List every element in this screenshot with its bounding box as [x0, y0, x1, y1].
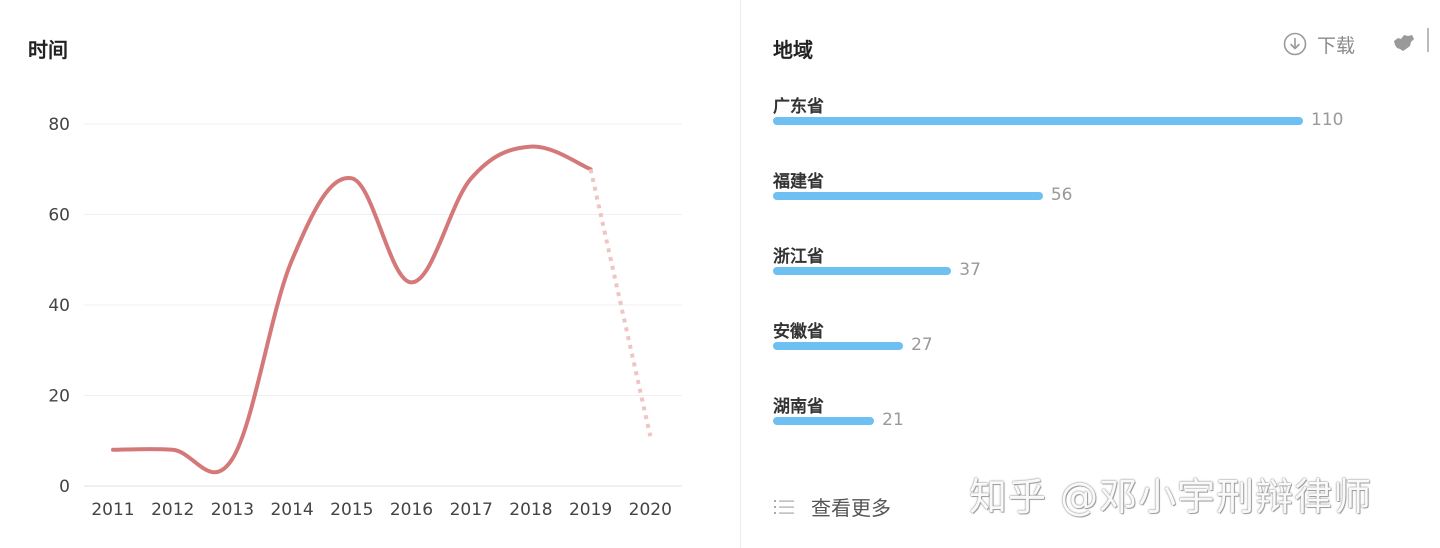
x-tick-label: 2013	[211, 500, 254, 520]
region-bar-value: 37	[959, 260, 981, 280]
x-tick-label: 2016	[390, 500, 433, 520]
download-icon	[1283, 32, 1307, 56]
region-bar	[773, 117, 1303, 125]
region-panel: 地域 下载 广东省 110 福建省 56 浙江省 37 安徽省 27 湖南省 21 查看更多 知乎…	[741, 0, 1440, 548]
chart-gridlines	[84, 123, 682, 487]
region-bar-item: 湖南省 21	[773, 392, 1393, 452]
x-tick-label: 2015	[330, 500, 373, 520]
panel-edge-marker	[1427, 28, 1429, 52]
region-bar-value: 56	[1050, 185, 1073, 205]
china-map-icon[interactable]	[1391, 32, 1415, 54]
chart-series	[111, 144, 653, 475]
x-tick-label: 2011	[91, 500, 134, 520]
x-tick-label: 2017	[450, 500, 493, 520]
region-bar-item: 福建省 56	[773, 167, 1393, 227]
download-button[interactable]: 下载	[1283, 30, 1355, 58]
y-tick-label: 60	[48, 206, 70, 226]
view-more-label: 查看更多	[811, 496, 891, 520]
region-bar	[773, 192, 1043, 200]
view-more-button[interactable]: 查看更多	[773, 492, 891, 521]
x-axis-ticks: 2011 2012 2013 2014 2015 2016 2017 2018 2019 2020	[91, 500, 672, 520]
region-bar	[773, 417, 875, 425]
region-bar-label: 广东省	[773, 97, 824, 117]
x-tick-label: 2020	[629, 500, 672, 520]
list-icon	[774, 499, 794, 514]
region-bar-value: 110	[1311, 110, 1344, 130]
y-tick-label: 20	[48, 387, 70, 407]
region-bar-label: 浙江省	[773, 247, 824, 267]
region-bar-value: 21	[882, 410, 904, 430]
region-bar-value: 27	[911, 335, 933, 355]
region-bar-label: 湖南省	[773, 397, 824, 417]
region-panel-title: 地域	[773, 38, 813, 62]
region-bar-item: 广东省 110	[773, 92, 1393, 152]
projection-line	[588, 168, 653, 437]
x-tick-label: 2019	[569, 500, 612, 520]
x-tick-label: 2018	[509, 500, 552, 520]
y-tick-label: 40	[48, 296, 70, 316]
time-panel-title: 时间	[28, 38, 68, 62]
series-line	[111, 144, 593, 475]
y-tick-label: 0	[59, 477, 70, 497]
region-bar	[773, 267, 952, 275]
time-panel: 时间 0 20 40 60 80 2011 2012 2013 2014 2015 2016 201…	[28, 38, 682, 520]
x-tick-label: 2014	[270, 500, 313, 520]
download-label: 下载	[1317, 34, 1356, 57]
watermark: 知乎 @邓小宇刑辩律师	[969, 475, 1373, 519]
x-tick-label: 2012	[151, 500, 194, 520]
panel-divider	[740, 0, 741, 548]
region-bar-label: 福建省	[773, 172, 824, 192]
region-bar-label: 安徽省	[773, 322, 824, 342]
region-bar-item: 浙江省 37	[773, 242, 1393, 302]
y-axis-ticks: 0 20 40 60 80	[48, 115, 70, 497]
y-tick-label: 80	[48, 115, 70, 135]
region-bar-item: 安徽省 27	[773, 317, 1393, 377]
region-bar	[773, 342, 904, 350]
